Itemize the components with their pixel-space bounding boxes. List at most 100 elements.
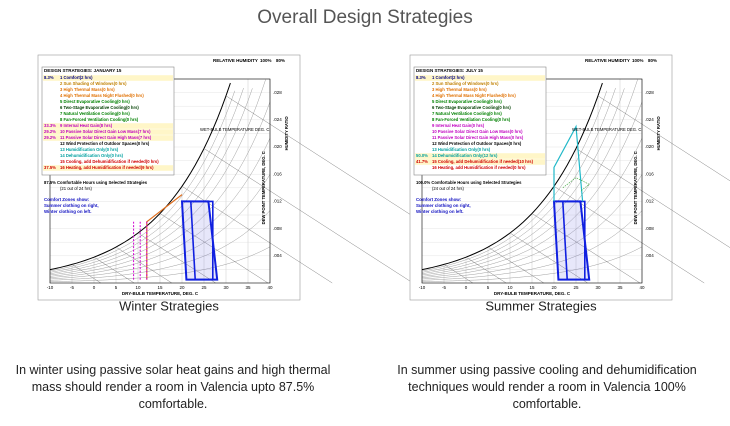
rh-curve — [421, 88, 625, 274]
x-tick-label: 40 — [639, 285, 645, 290]
strategy-label: 16 Heating, add Humidification if needed… — [60, 165, 154, 170]
humidity-tick-label: .004 — [645, 253, 654, 258]
rh-curve — [421, 101, 643, 277]
psychrometric-chart: -10 -5 0 5 10 15 20 25 30 35 40 .028 .024 .020 .016 .01… — [37, 54, 517, 301]
strategy-label: 14 Dehumidification Only(0 hrs) — [60, 153, 124, 158]
comfort-note: Comfort Zones show: — [44, 197, 90, 202]
legend-highlight — [43, 75, 173, 81]
rh-tick-label: 100% — [260, 58, 272, 63]
panel-caption: Winter Strategies — [119, 298, 219, 313]
x-tick-label: 25 — [573, 285, 579, 290]
humidity-tick-label: .016 — [645, 171, 654, 176]
wet-bulb-line — [443, 264, 473, 284]
legend-highlight — [43, 135, 173, 141]
rh-curve — [49, 101, 271, 277]
rh-tick-label: 100% — [632, 58, 644, 63]
humidity-tick-label: .024 — [273, 117, 282, 122]
strategy-percent: 29.2% — [44, 135, 56, 140]
strategy-label: 2 Sun Shading of Windows(0 hrs) — [60, 81, 127, 86]
humidity-tick-label: .028 — [273, 90, 282, 95]
strategy-label: 12 Wind Protection of Outdoor Spaces(0 h… — [60, 141, 150, 146]
strategy-label: 3 High Thermal Mass(0 hrs) — [432, 87, 487, 92]
rh-curve — [49, 90, 235, 272]
comfort-zone — [561, 200, 586, 281]
x-tick-label: 20 — [179, 285, 185, 290]
rh-curve — [421, 246, 643, 282]
slide-title: Overall Design Strategies — [257, 7, 472, 28]
rh-curve — [421, 87, 616, 273]
strategy-label: 6 Two-Stage Evaporative Cooling(0 hrs) — [432, 105, 511, 110]
x-tick-label: -5 — [70, 285, 74, 290]
strategy-label: 6 Two-Stage Evaporative Cooling(0 hrs) — [60, 105, 139, 110]
strategy-percent: 37.5% — [44, 165, 56, 170]
strategy-label: 13 Humidification Only(0 hrs) — [60, 147, 119, 152]
legend-box — [41, 66, 175, 176]
strategy-label: 16 Heating, add Humidification if needed… — [432, 165, 526, 170]
legend-header: DESIGN STRATEGIES: JANUARY 15 — [44, 68, 122, 73]
dew-point-label: DEW POINT TEMPERATURE, DEG. C — [633, 151, 638, 224]
humidity-tick-label: .012 — [273, 199, 282, 204]
strategy-percent: 41.7% — [416, 159, 428, 164]
x-tick-label: 25 — [201, 285, 207, 290]
wet-bulb-label: WET-BULB TEMPERATURE DEG. C — [200, 127, 269, 132]
comfort-zone — [189, 200, 214, 281]
strategy-label: 12 Wind Protection of Outdoor Spaces(0 h… — [432, 141, 522, 146]
rh-label: RELATIVE HUMIDITY — [213, 58, 258, 63]
wet-bulb-line — [93, 256, 135, 284]
humidity-tick-label: .024 — [645, 117, 654, 122]
strategy-label: 15 Cooling, add Dehumidification if need… — [432, 159, 534, 164]
humidity-tick-label: .020 — [645, 144, 654, 149]
rh-tick-label: 80% — [276, 58, 285, 63]
strategy-label: 13 Humidification Only(0 hrs) — [432, 147, 491, 152]
x-tick-label: 15 — [157, 285, 163, 290]
strategy-label: 10 Passive Solar Direct Gain Low Mass(7 … — [60, 129, 151, 134]
x-tick-label: 5 — [487, 285, 490, 290]
x-tick-label: -5 — [442, 285, 446, 290]
wet-bulb-line — [71, 264, 101, 284]
climate-data — [562, 177, 590, 192]
rh-curve — [421, 174, 643, 280]
humidity-ratio-label: HUMIDITY RATIO — [656, 116, 661, 151]
wet-bulb-line — [115, 246, 172, 284]
wet-bulb-label: WET-BULB TEMPERATURE DEG. C — [572, 127, 641, 132]
legend-highlight — [43, 129, 173, 135]
strategy-label: 1 Comfort(2 hrs) — [432, 75, 465, 80]
strategy-label: 9 Internal Heat Gain(0 hrs) — [432, 123, 485, 128]
humidity-tick-label: .020 — [273, 144, 282, 149]
x-tick-label: 15 — [529, 285, 535, 290]
dew-point-label: DEW POINT TEMPERATURE, DEG. C — [261, 151, 266, 224]
saturation-curve — [421, 82, 603, 271]
legend-highlight — [415, 159, 545, 165]
strategy-percent: 33.3% — [44, 123, 56, 128]
strategy-label: 8 Fan-Forced Ventilation Cooling(0 hrs) — [60, 117, 139, 122]
strategy-percent: 8.3% — [44, 75, 54, 80]
strategy-label: 4 High Thermal Mass Night Flushed(0 hrs) — [60, 93, 144, 98]
wet-bulb-line — [137, 232, 216, 284]
strategy-label: 7 Natural Ventilation Cooling(0 hrs) — [432, 111, 502, 116]
humidity-tick-label: .012 — [645, 199, 654, 204]
dehumidification-zone — [553, 124, 584, 202]
x-tick-label: 5 — [115, 285, 118, 290]
strategy-label: 1 Comfort(2 hrs) — [60, 75, 93, 80]
wet-bulb-line — [203, 148, 414, 284]
legend-highlight — [415, 75, 545, 81]
humidity-tick-label: .016 — [273, 171, 282, 176]
comfort-note: Winter clothing on left. — [416, 209, 464, 214]
x-tick-label: 35 — [245, 285, 251, 290]
x-tick-label: -10 — [419, 285, 426, 290]
x-axis-label: DRY-BULB TEMPERATURE, DEG. C — [122, 291, 199, 296]
wet-bulb-line — [465, 256, 507, 284]
rh-tick-label: 80% — [648, 58, 657, 63]
summer-description: In summer using passive cooling and dehu… — [397, 363, 697, 411]
winter-description: In winter using passive solar heat gains… — [15, 363, 331, 411]
x-tick-label: -10 — [47, 285, 54, 290]
strategy-label: 11 Passive Solar Direct Gain High Mass(7… — [60, 135, 152, 140]
x-tick-label: 35 — [617, 285, 623, 290]
strategy-label: 4 High Thermal Mass Night Flushed(0 hrs) — [432, 93, 516, 98]
strategy-label: 9 Internal Heat Gain(8 hrs) — [60, 123, 113, 128]
rh-curve — [49, 79, 266, 276]
rh-curve — [421, 79, 638, 276]
saturation-curve — [49, 82, 231, 271]
rh-curve — [421, 90, 607, 272]
